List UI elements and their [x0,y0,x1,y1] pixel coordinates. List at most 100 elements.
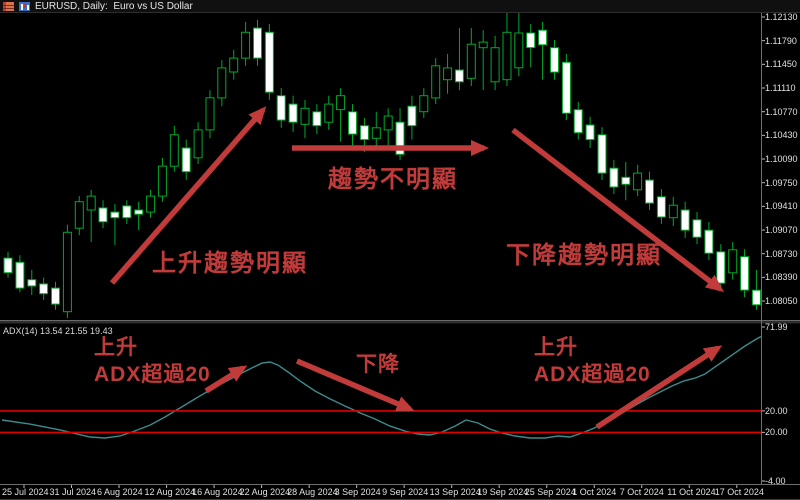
candle [692,212,702,245]
time-axis-label: 16 Aug 2024 [192,487,243,497]
candle [62,224,72,318]
chart-type-icon [19,1,30,11]
candle [98,200,108,229]
trend-arrow [295,358,415,412]
price-axis-label: 1.08730 [765,248,798,259]
annotation-line: ADX超過20 [534,363,651,386]
price-axis-label: 1.10770 [765,106,798,117]
candle [514,12,524,77]
price-axis-label: 1.08050 [765,296,798,307]
time-axis-label: 1 Oct 2024 [572,487,617,497]
candle [526,24,536,68]
price-axis-label: 1.09070 [765,225,798,236]
adx-axis-label: 20.00 [765,427,788,438]
candle [217,60,227,107]
candle [561,53,571,121]
time-axis-label: 12 Aug 2024 [144,487,196,497]
candle [538,21,548,80]
candle [276,88,286,128]
candle [383,108,393,151]
annotation-trend-unclear: 趨勢不明顯 [328,166,458,193]
time-axis-label: 3 Sep 2024 [334,487,381,497]
candle [74,196,84,236]
annotation-adx-rising-2: 上升 ADX超過20 [534,334,651,388]
time-axis-label: 22 Aug 2024 [239,487,291,497]
candle [241,21,251,66]
candle [146,189,156,218]
adx-axis-label: 20.00 [765,405,788,416]
candle [716,244,726,291]
time-axis-label: 28 Aug 2024 [287,487,338,497]
candle [668,196,678,227]
candle [169,125,179,172]
annotation-line: 上升 [534,336,578,359]
candle [300,99,310,139]
price-axis-label: 1.09750 [765,177,798,188]
price-axis-label: 1.08390 [765,272,798,283]
trend-arrow [595,345,723,430]
window-titlebar: EURUSD, Daily: Euro vs US Dollar [0,0,800,13]
time-axis-border [0,484,800,485]
adx-axis-label: -4.00 [765,476,786,486]
candle [656,189,666,224]
candle [621,161,631,201]
candle [478,30,488,91]
candle [728,242,738,280]
time-axis-label: 7 Oct 2024 [619,487,664,497]
price-axis-label: 1.11110 [765,83,796,93]
candle [419,88,429,118]
candle [39,277,49,300]
candle [288,95,298,132]
time-axis-label: 25 Sep 2024 [524,487,576,497]
time-axis-label: 11 Oct 2024 [667,487,716,497]
price-axis-label: 1.10090 [765,154,798,165]
annotation-line: ADX超過20 [94,363,211,386]
candle [27,270,37,295]
price-axis-label: 1.09410 [765,201,798,212]
candle [585,116,595,148]
candle [324,95,334,130]
candle [645,171,654,210]
chart-title: EURUSD, Daily: Euro vs US Dollar [35,0,193,12]
price-axis-label: 1.10430 [765,130,798,141]
candle [550,40,559,80]
annotation-uptrend-clear: 上升趨勢明顯 [152,250,308,277]
candle [193,122,203,164]
annotation-line: 上升 [94,336,138,359]
time-axis-label: 6 Aug 2024 [97,487,143,497]
time-axis-label: 13 Sep 2024 [429,487,481,497]
candle [395,108,405,160]
trend-arrows [109,106,724,430]
trend-arrow [204,365,248,394]
candle [253,19,262,66]
price-axis-label: 1.12130 [765,12,798,22]
candle [466,28,476,86]
candle [86,189,96,243]
candle [15,255,25,293]
candle [336,88,346,142]
candle [609,159,619,194]
adx-axis-label: 71.99 [765,322,788,332]
candle [371,111,381,146]
candle [431,58,441,105]
time-axis-label: 31 Jul 2024 [49,487,97,497]
candle [122,200,132,224]
panel-divider[interactable] [0,320,800,324]
annotation-downtrend-clear: 下降趨勢明顯 [506,242,662,269]
trend-arrow [109,106,267,285]
time-axis-label: 19 Sep 2024 [477,487,529,497]
time-axis-label: 9 Sep 2024 [382,487,429,497]
candle [134,201,144,231]
candle [443,53,453,94]
candle [51,281,60,310]
trend-arrow [511,127,724,293]
price-axis-border [761,13,762,484]
candle [573,102,583,140]
candle [704,221,714,261]
time-axis-label: 17 Oct 2024 [714,487,764,497]
time-axis-label: 25 Jul 2024 [2,487,49,497]
candle [264,24,274,100]
adx-indicator-label: ADX(14) 13.54 21.55 19.43 [3,326,113,336]
